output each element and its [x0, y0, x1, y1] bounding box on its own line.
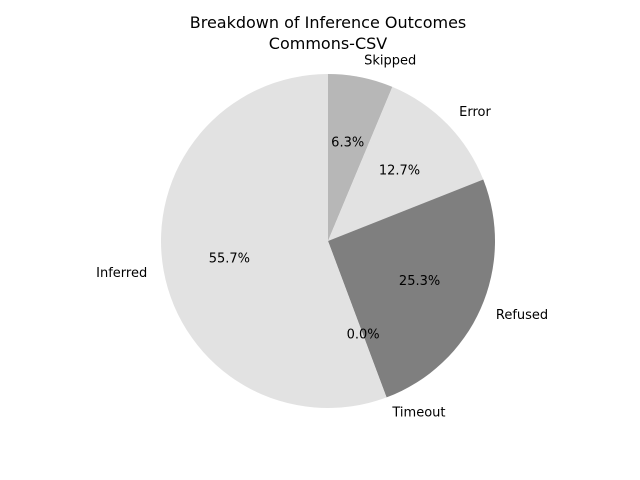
slice-percent-inferred: 55.7%: [209, 251, 250, 266]
slice-label-skipped: Skipped: [364, 53, 416, 68]
slice-label-timeout: Timeout: [391, 406, 445, 421]
pie-slice-skipped: [328, 74, 393, 241]
slice-percent-timeout: 0.0%: [347, 327, 380, 342]
slice-label-refused: Refused: [496, 308, 548, 323]
slice-percent-skipped: 6.3%: [331, 135, 364, 150]
pie-slice-refused: [328, 179, 496, 398]
pie-slice-error: [328, 86, 484, 241]
pie-labels: Skipped 6.3% Error 12.7% Refused 25.3% Timeout…: [96, 53, 548, 420]
slice-label-error: Error: [459, 105, 491, 120]
pie-slices: [161, 74, 496, 408]
slice-percent-error: 12.7%: [379, 163, 420, 178]
slice-percent-refused: 25.3%: [399, 274, 440, 289]
pie-slice-inferred: [161, 74, 387, 408]
chart-title: Breakdown of Inference Outcomes: [190, 13, 467, 32]
chart-subtitle: Commons-CSV: [269, 34, 388, 53]
slice-label-inferred: Inferred: [96, 266, 147, 281]
